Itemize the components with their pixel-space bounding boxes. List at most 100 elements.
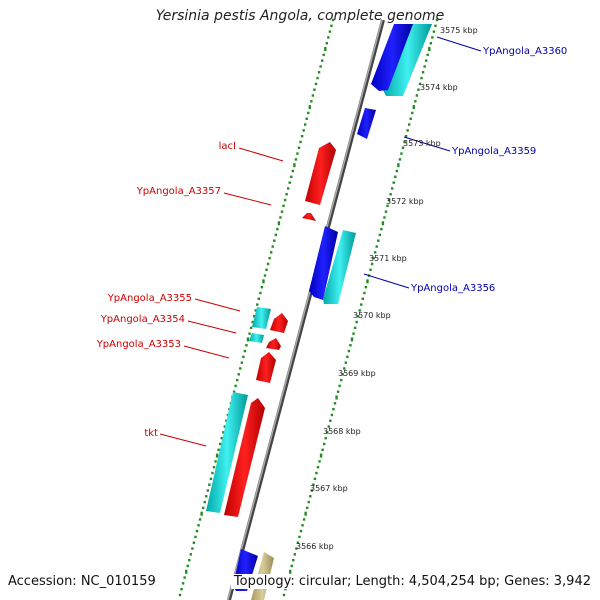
tick-dot-left xyxy=(297,146,301,149)
tick-dot-left xyxy=(240,361,244,364)
tick-dot-left xyxy=(195,529,199,533)
tick-dot-left xyxy=(263,274,267,277)
tick-dot-left xyxy=(269,251,273,254)
tick-dot-right xyxy=(395,169,399,173)
tick-dot-left xyxy=(223,425,227,428)
label-leader-line xyxy=(187,320,237,334)
tick-dot-left xyxy=(327,36,330,39)
kbp-tick-label: 3575 kbp xyxy=(440,26,478,35)
tick-dot-right xyxy=(350,337,354,342)
tick-dot-left xyxy=(260,285,264,289)
tick-dot-right xyxy=(411,111,414,115)
gene-ypangola-a3355-red xyxy=(270,313,288,333)
tick-dot-right xyxy=(339,378,343,382)
tick-dot-left xyxy=(317,71,321,74)
gene-ypangola-a3356-outer xyxy=(323,230,356,304)
tick-dot-left xyxy=(212,466,216,469)
gene-ypangola-a3359 xyxy=(357,108,376,139)
tick-dot-right xyxy=(403,140,406,144)
tick-dot-right xyxy=(298,535,301,539)
gene-ypangola-a3354-red xyxy=(266,338,281,350)
tick-dot-right xyxy=(352,332,355,335)
tick-dot-right xyxy=(282,593,286,597)
tick-dot-right xyxy=(414,100,417,103)
tick-dot-left xyxy=(276,227,279,231)
tick-dot-left xyxy=(271,245,274,248)
label-leader-line xyxy=(436,36,482,52)
tick-dot-right xyxy=(301,524,304,527)
tick-dot-right xyxy=(338,384,341,388)
tick-dot-right xyxy=(369,268,372,271)
tick-dot-right xyxy=(401,146,405,149)
tick-dot-right xyxy=(341,373,344,376)
tick-dot-left xyxy=(280,210,284,213)
tick-dot-right xyxy=(346,355,349,359)
tick-dot-left xyxy=(209,477,213,481)
tick-dot-left xyxy=(286,187,290,190)
tick-dot-right xyxy=(435,18,439,22)
tick-dot-left xyxy=(249,326,253,330)
tick-dot-right xyxy=(375,245,378,248)
tick-dot-left xyxy=(273,239,276,242)
tick-dot-left xyxy=(205,495,208,498)
tick-dot-right xyxy=(377,239,380,242)
tick-dot-right xyxy=(299,529,303,533)
tick-dot-right xyxy=(390,187,394,190)
tick-dot-left xyxy=(218,442,222,446)
tick-dot-right xyxy=(324,436,327,440)
tick-dot-right xyxy=(394,175,397,179)
tick-dot-right xyxy=(349,344,352,347)
kbp-tick-label: 3572 kbp xyxy=(386,197,424,206)
tick-dot-right xyxy=(360,303,363,306)
label-leader-line xyxy=(363,273,410,289)
tick-dot-left xyxy=(248,332,251,335)
tick-dot-right xyxy=(397,163,400,168)
gene-tkt-cyan xyxy=(206,392,248,513)
tick-dot-left xyxy=(217,448,220,451)
tick-dot-right xyxy=(293,553,297,556)
kbp-tick-label: 3570 kbp xyxy=(353,311,391,320)
tick-dot-left xyxy=(246,337,250,342)
tick-dot-left xyxy=(184,569,188,574)
tick-dot-left xyxy=(191,547,194,550)
label-leader-line xyxy=(223,192,272,206)
tick-dot-left xyxy=(291,169,295,173)
tick-dot-left xyxy=(279,216,282,219)
tick-dot-right xyxy=(426,53,429,57)
gene-label-layer: lacI YpAngola_A3357 YpAngola_A3355 YpAngola… xyxy=(96,36,567,447)
tick-dot-left xyxy=(206,489,210,492)
tick-dot-left xyxy=(324,47,327,52)
gene-ypangola-a3356-inner xyxy=(309,226,338,300)
tick-dot-right xyxy=(332,407,335,411)
tick-dot-right xyxy=(284,587,287,591)
tick-dot-left xyxy=(300,134,304,138)
tick-dot-left xyxy=(254,309,257,312)
gene-ypangola-a3360-inner xyxy=(371,24,413,91)
tick-dot-right xyxy=(386,204,389,208)
tick-dot-left xyxy=(314,82,318,86)
tick-dot-left xyxy=(243,349,247,353)
tick-dot-right xyxy=(344,361,348,364)
tick-dot-left xyxy=(201,506,205,510)
tick-dot-right xyxy=(327,425,331,428)
gene-ypangola-a3357 xyxy=(302,213,316,221)
gene-label-forward: YpAngola_A3355 xyxy=(107,293,192,304)
label-leader-line xyxy=(159,433,207,447)
tick-dot-right xyxy=(418,82,422,86)
tick-dot-left xyxy=(188,558,191,562)
tick-dot-left xyxy=(237,373,240,376)
tick-dot-right xyxy=(356,315,360,318)
gene-label-forward: YpAngola_A3353 xyxy=(96,339,181,350)
tick-dot-right xyxy=(336,390,340,393)
tick-dot-right xyxy=(288,569,292,574)
tick-dot-left xyxy=(262,279,265,284)
tick-dot-right xyxy=(318,460,321,463)
gene-label-reverse: YpAngola_A3359 xyxy=(451,146,536,157)
tick-dot-left xyxy=(299,140,302,144)
tick-dot-right xyxy=(292,558,295,562)
tick-dot-left xyxy=(290,175,293,179)
tick-dot-left xyxy=(183,576,186,579)
tick-dot-right xyxy=(370,262,374,266)
tick-dot-right xyxy=(412,105,416,110)
tick-dot-left xyxy=(234,384,237,388)
